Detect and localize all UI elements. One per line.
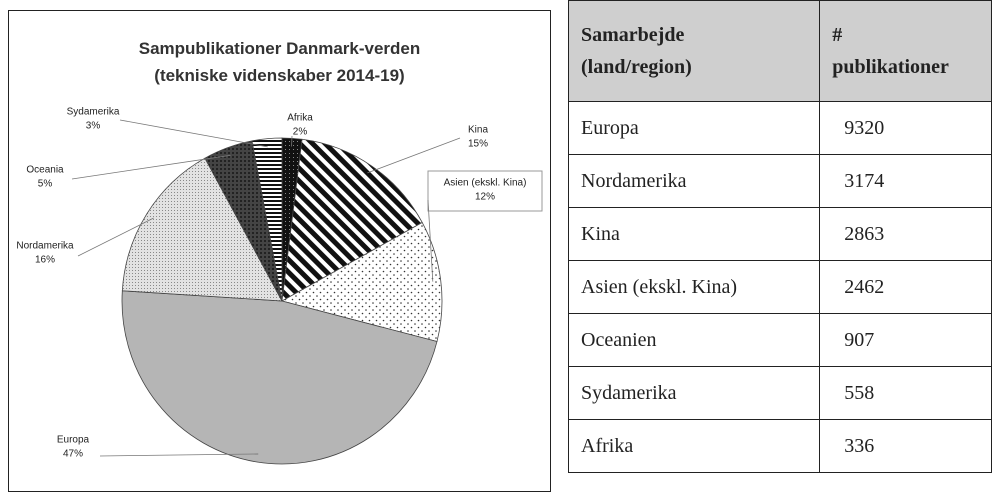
table: Samarbejde (land/region) # publikationer… [568, 0, 992, 473]
count-cell: 907 [820, 314, 992, 367]
slice-value-label: 5% [38, 179, 53, 190]
slice-label: Nordamerika [16, 241, 74, 252]
region-cell: Europa [569, 102, 820, 155]
region-cell: Oceanien [569, 314, 820, 367]
leader-line [367, 138, 460, 173]
chart-title: Sampublikationer Danmark-verden (teknisk… [8, 35, 551, 89]
region-cell: Nordamerika [569, 155, 820, 208]
table-row: Asien (ekskl. Kina)2462 [569, 261, 992, 314]
count-cell: 9320 [820, 102, 992, 155]
slice-value-label: 2% [293, 127, 308, 138]
count-cell: 3174 [820, 155, 992, 208]
page: Afrika 2% Kina 15% Asien (ekskl. Kina) 12% Eur… [0, 0, 992, 478]
header-cell: Samarbejde (land/region) [569, 1, 820, 102]
slice-label: Oceania [26, 165, 64, 176]
count-cell: 2863 [820, 208, 992, 261]
header-cell: # publikationer [820, 1, 992, 102]
slice-label: Kina [468, 125, 488, 136]
count-cell: 558 [820, 367, 992, 420]
slice-value-label: 3% [86, 121, 101, 132]
slice-label: Europa [57, 435, 90, 446]
slice-value-label: 12% [475, 192, 495, 203]
count-cell: 336 [820, 420, 992, 473]
region-cell: Asien (ekskl. Kina) [569, 261, 820, 314]
region-cell: Afrika [569, 420, 820, 473]
slice-label: Sydamerika [67, 107, 120, 118]
count-cell: 2462 [820, 261, 992, 314]
region-cell: Sydamerika [569, 367, 820, 420]
slice-label: Afrika [287, 113, 313, 124]
leader-line [120, 120, 268, 147]
region-cell: Kina [569, 208, 820, 261]
slice-label: Asien (ekskl. Kina) [444, 178, 527, 189]
slice-value-label: 15% [468, 139, 488, 150]
header-row: Samarbejde (land/region) # publikationer [569, 1, 992, 102]
slice-value-label: 16% [35, 255, 55, 266]
slice-value-label: 47% [63, 449, 83, 460]
